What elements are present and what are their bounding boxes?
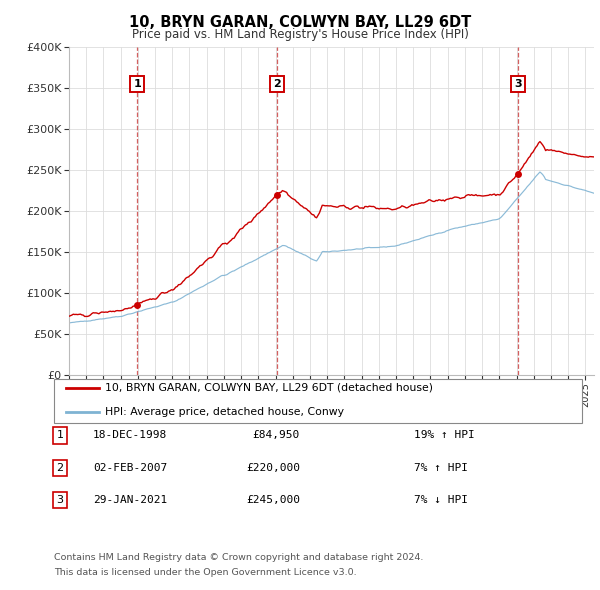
Text: 3: 3: [56, 496, 64, 505]
Text: 1: 1: [56, 431, 64, 440]
Text: 29-JAN-2021: 29-JAN-2021: [93, 496, 167, 505]
Text: 2: 2: [273, 79, 281, 89]
Text: Contains HM Land Registry data © Crown copyright and database right 2024.: Contains HM Land Registry data © Crown c…: [54, 553, 424, 562]
Text: 2: 2: [56, 463, 64, 473]
Text: 18-DEC-1998: 18-DEC-1998: [93, 431, 167, 440]
Text: 10, BRYN GARAN, COLWYN BAY, LL29 6DT: 10, BRYN GARAN, COLWYN BAY, LL29 6DT: [129, 15, 471, 30]
Text: HPI: Average price, detached house, Conwy: HPI: Average price, detached house, Conw…: [105, 407, 344, 417]
Text: This data is licensed under the Open Government Licence v3.0.: This data is licensed under the Open Gov…: [54, 568, 356, 577]
Text: Price paid vs. HM Land Registry's House Price Index (HPI): Price paid vs. HM Land Registry's House …: [131, 28, 469, 41]
Text: £245,000: £245,000: [246, 496, 300, 505]
Text: 1: 1: [133, 79, 141, 89]
Text: 02-FEB-2007: 02-FEB-2007: [93, 463, 167, 473]
Text: £220,000: £220,000: [246, 463, 300, 473]
Text: 7% ↓ HPI: 7% ↓ HPI: [414, 496, 468, 505]
Text: 3: 3: [514, 79, 521, 89]
Text: 7% ↑ HPI: 7% ↑ HPI: [414, 463, 468, 473]
Text: 10, BRYN GARAN, COLWYN BAY, LL29 6DT (detached house): 10, BRYN GARAN, COLWYN BAY, LL29 6DT (de…: [105, 383, 433, 393]
Text: 19% ↑ HPI: 19% ↑ HPI: [414, 431, 475, 440]
Text: £84,950: £84,950: [253, 431, 300, 440]
